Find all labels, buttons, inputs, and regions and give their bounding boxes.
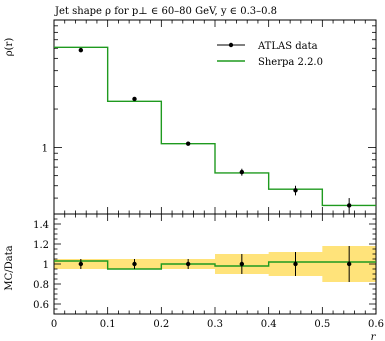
ratio-sherpa-step-line [54, 260, 376, 270]
data-point [293, 188, 298, 193]
x-tick-label: 0.1 [100, 319, 116, 330]
ratio-y-tick-label: 0.8 [33, 280, 49, 291]
top-y-axis-label: ρ(r) [4, 38, 15, 57]
ratio-data-point [293, 261, 298, 267]
data-point [185, 141, 191, 146]
legend-data-marker [228, 42, 234, 48]
x-tick-label: 0.3 [207, 319, 223, 330]
chart-title: Jet shape ρ for p⊥ ∈ 60–80 GeV, y ∈ 0.3–… [54, 6, 277, 17]
main-frame [53, 19, 377, 215]
x-tick-label: 0.5 [314, 319, 330, 330]
ratio-panel: 0.6 0.8 1 1.2 1.4 0 0.1 0.2 0.3 0.4 0.5 0.6 [33, 213, 384, 330]
ratio-y-tick-label: 1.2 [33, 240, 49, 251]
ratio-y-tick-label: 1 [43, 260, 49, 271]
x-tick-label: 0.6 [368, 319, 384, 330]
x-tick-label: 0.4 [261, 319, 277, 330]
ratio-data-point [239, 261, 245, 267]
x-axis-label: r [371, 332, 377, 341]
sherpa-step-line [54, 46, 376, 207]
ratio-data-point [346, 261, 352, 267]
data-point [239, 169, 245, 175]
main-panel: 1 [42, 19, 377, 215]
main-y-tick-label: 1 [42, 143, 48, 154]
ratio-y-tick-label: 1.4 [33, 220, 49, 231]
data-point [132, 96, 137, 102]
ratio-y-tick-label: 0.6 [33, 300, 49, 311]
x-tick-label: 0.2 [153, 319, 169, 330]
x-tick-label: 0 [51, 319, 57, 330]
ratio-y-axis-label: MC/Data [4, 245, 15, 290]
ratio-data-point [78, 261, 84, 267]
legend: ATLAS data Sherpa 2.2.0 [217, 41, 323, 68]
legend-data-label: ATLAS data [257, 41, 318, 52]
legend-mc-label: Sherpa 2.2.0 [258, 57, 323, 68]
data-point [346, 203, 352, 208]
data-point [78, 47, 84, 53]
ratio-data-point [185, 261, 191, 267]
ratio-data-point [132, 261, 137, 267]
